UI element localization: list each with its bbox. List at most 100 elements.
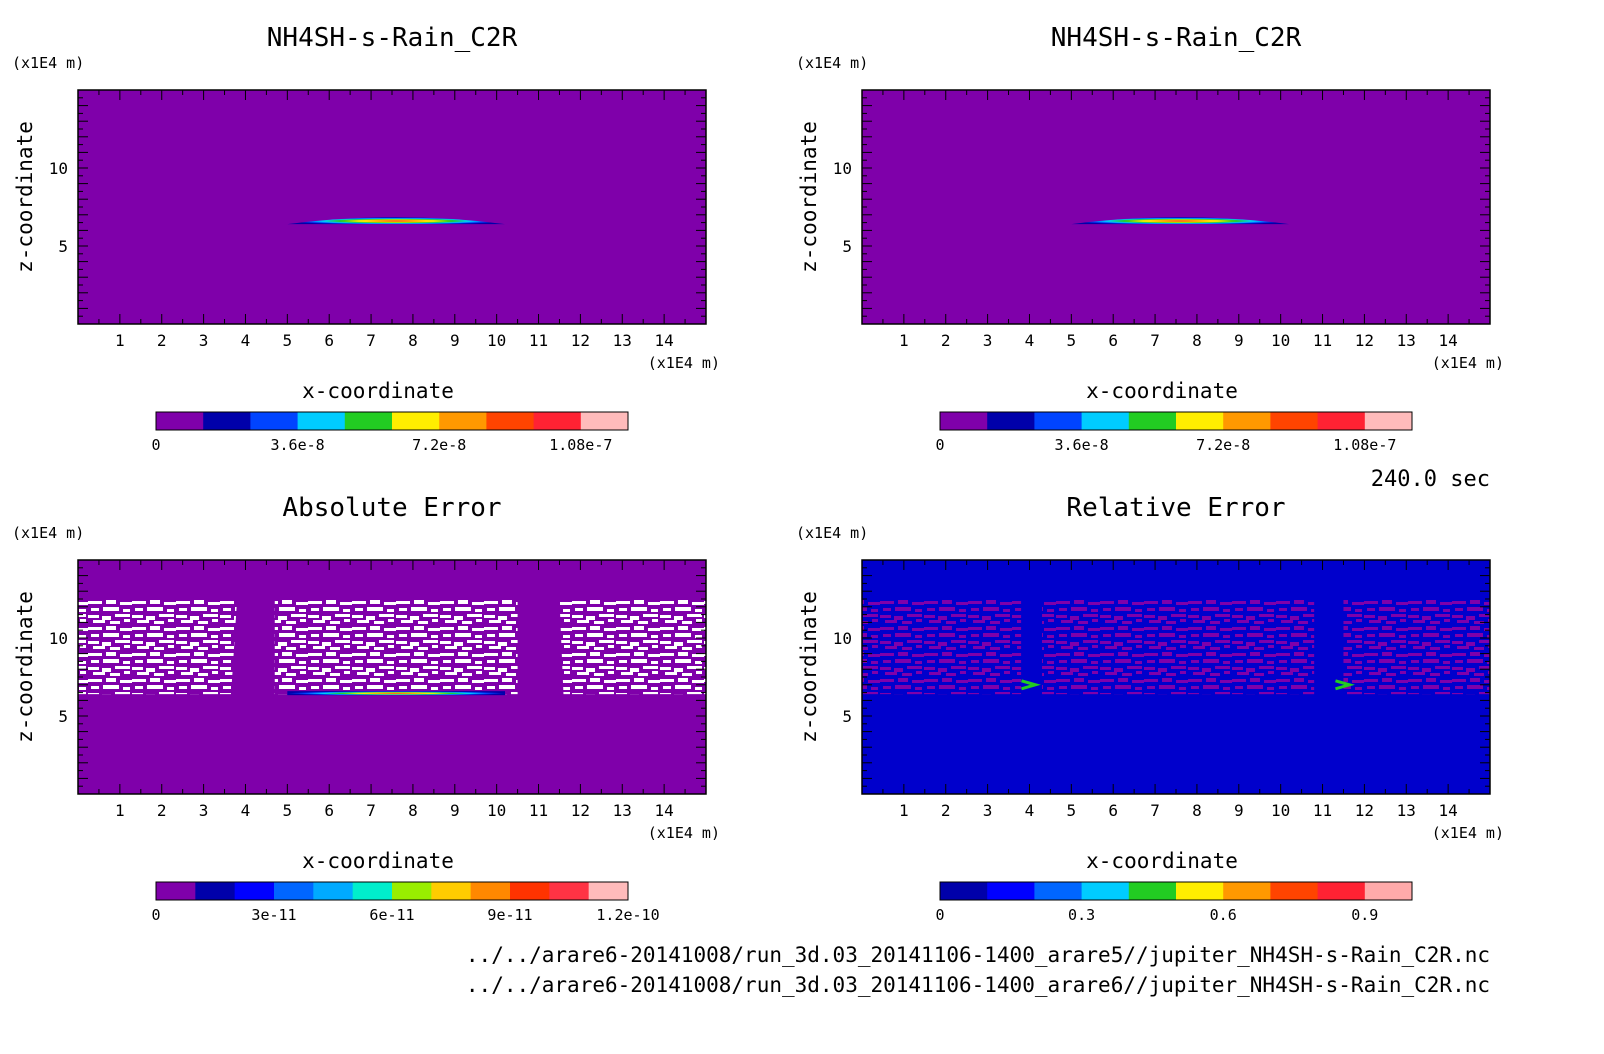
colorbar: 0 3.6e-8 7.2e-8 1.08e-7 — [935, 411, 1413, 454]
plot-background — [862, 90, 1490, 324]
chart-title: NH4SH-s-Rain_C2R — [1051, 23, 1302, 53]
plot-background — [78, 90, 706, 324]
colorbar-frame — [155, 411, 629, 431]
colorbar-tick-label: 0 — [151, 906, 160, 924]
colorbar-frame — [155, 881, 629, 901]
x-tick-label: 6 — [1108, 801, 1118, 820]
x-tick-label: 1 — [899, 331, 909, 350]
y-unit-label: (x1E4 m) — [796, 54, 868, 72]
colorbar-tick-label: 3.6e-8 — [1055, 436, 1109, 454]
colorbar-tick-label: 3e-11 — [251, 906, 296, 924]
colorbar-swatch — [533, 412, 582, 430]
colorbar-swatch — [940, 882, 988, 900]
y-tick-label: 10 — [833, 159, 852, 178]
colorbar-swatch — [1364, 412, 1413, 430]
error-hotspot — [1335, 679, 1355, 691]
field-feature — [1071, 217, 1290, 225]
x-tick-label: 8 — [1192, 801, 1202, 820]
colorbar: 0 3.6e-8 7.2e-8 1.08e-7 — [151, 411, 629, 454]
x-tick-label: 9 — [1234, 801, 1244, 820]
x-tick-label: 6 — [324, 331, 334, 350]
x-tick-label: 2 — [157, 331, 167, 350]
colorbar-swatch — [1223, 882, 1271, 900]
colorbar-swatch — [250, 412, 299, 430]
colorbar-swatch — [580, 412, 629, 430]
x-tick-label: 5 — [1067, 331, 1077, 350]
colorbar-tick-label: 0 — [151, 436, 160, 454]
x-tick-label: 12 — [571, 331, 590, 350]
error-pattern-region — [1042, 599, 1315, 695]
colorbar-swatch — [588, 882, 629, 900]
colorbar-swatch — [1223, 412, 1271, 430]
x-tick-label: 2 — [941, 331, 951, 350]
x-tick-label: 13 — [1397, 331, 1416, 350]
y-tick-label: 5 — [842, 237, 852, 256]
x-tick-label: 14 — [655, 801, 674, 820]
y-axis-label: z-coordinate — [13, 121, 37, 273]
colorbar-swatch — [203, 412, 251, 430]
colorbar-swatch — [352, 882, 393, 900]
x-tick-label: 11 — [529, 331, 548, 350]
y-tick-label: 5 — [842, 707, 852, 726]
x-tick-label: 12 — [1355, 331, 1374, 350]
colorbar-swatch — [313, 882, 354, 900]
x-axis-label: x-coordinate — [1086, 379, 1238, 403]
y-axis-label: z-coordinate — [797, 121, 821, 273]
colorbar-swatch — [510, 882, 550, 900]
colorbar-tick-label: 7.2e-8 — [1196, 436, 1250, 454]
error-band — [287, 691, 506, 696]
colorbar-swatch — [1034, 882, 1083, 900]
chart-panel-2: NH4SH-s-Rain_C2R(x1E4 m)1 2 3 4 5 6 7 8 9 10 11 12 1… — [796, 23, 1504, 454]
colorbar-tick-label: 0.6 — [1210, 906, 1237, 924]
x-tick-label: 10 — [1271, 801, 1290, 820]
chart-panel-1: NH4SH-s-Rain_C2R(x1E4 m)1 2 3 4 5 6 7 8 9 10 11 12 1… — [12, 23, 720, 454]
x-unit-label: (x1E4 m) — [1432, 824, 1504, 842]
colorbar-swatch — [1270, 412, 1319, 430]
colorbar-tick-label: 9e-11 — [487, 906, 532, 924]
x-tick-label: 4 — [1025, 801, 1035, 820]
colorbar-swatch — [1176, 412, 1224, 430]
x-tick-label: 4 — [241, 331, 251, 350]
colorbar-swatch — [940, 412, 988, 430]
colorbar-swatch — [1081, 412, 1130, 430]
colorbar-swatch — [470, 882, 511, 900]
x-tick-label: 9 — [1234, 331, 1244, 350]
x-tick-label: 12 — [571, 801, 590, 820]
colorbar-frame — [939, 881, 1413, 901]
error-pattern-region — [1343, 599, 1490, 695]
undefined-region — [559, 599, 706, 695]
x-tick-label: 3 — [199, 331, 209, 350]
x-tick-label: 2 — [157, 801, 167, 820]
x-tick-label: 13 — [613, 801, 632, 820]
x-tick-label: 10 — [487, 801, 506, 820]
x-tick-label: 14 — [655, 331, 674, 350]
colorbar-swatch — [1317, 882, 1366, 900]
x-tick-label: 8 — [408, 801, 418, 820]
colorbar-tick-label: 0 — [935, 906, 944, 924]
x-tick-label: 2 — [941, 801, 951, 820]
colorbar-tick-label: 1.08e-7 — [1333, 436, 1396, 454]
x-tick-label: 6 — [1108, 331, 1118, 350]
x-tick-label: 10 — [1271, 331, 1290, 350]
x-tick-label: 14 — [1439, 331, 1458, 350]
x-tick-label: 11 — [529, 801, 548, 820]
colorbar-swatch — [1128, 412, 1177, 430]
x-axis-label: x-coordinate — [302, 379, 454, 403]
x-tick-label: 3 — [983, 801, 993, 820]
x-tick-label: 11 — [1313, 331, 1332, 350]
x-tick-label: 7 — [1150, 801, 1160, 820]
colorbar-tick-label: 0 — [935, 436, 944, 454]
x-tick-label: 3 — [199, 801, 209, 820]
colorbar-tick-label: 1.2e-10 — [596, 906, 659, 924]
colorbar-frame — [939, 411, 1413, 431]
undefined-region — [274, 599, 518, 695]
time-label: 240.0 sec — [1371, 467, 1490, 492]
colorbar-swatch — [234, 882, 275, 900]
x-tick-label: 1 — [115, 801, 125, 820]
y-tick-label: 10 — [49, 629, 68, 648]
colorbar-swatch — [156, 882, 196, 900]
colorbar-swatch — [156, 412, 204, 430]
x-tick-label: 5 — [283, 801, 293, 820]
x-tick-label: 7 — [1150, 331, 1160, 350]
